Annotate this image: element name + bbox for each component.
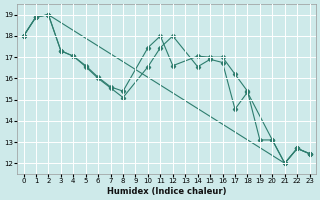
X-axis label: Humidex (Indice chaleur): Humidex (Indice chaleur): [107, 187, 226, 196]
